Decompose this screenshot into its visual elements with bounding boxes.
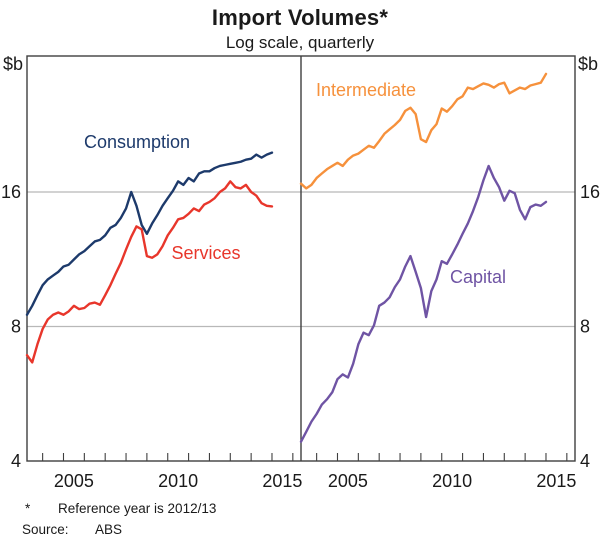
- y-tick-label-right-4: 4: [580, 451, 590, 471]
- y-tick-label-right-16: 16: [580, 182, 600, 202]
- series-line-capital: [299, 164, 548, 443]
- series-line-consumption: [25, 151, 274, 316]
- series-line-intermediate: [299, 72, 548, 190]
- series-label-services: Services: [171, 243, 240, 263]
- x-tick-label-2015: 2015: [536, 471, 576, 491]
- footnote-text: Reference year is 2012/13: [58, 501, 217, 516]
- y-tick-label-left-8: 8: [11, 317, 21, 337]
- series-label-consumption: Consumption: [84, 132, 190, 152]
- chart-subtitle: Log scale, quarterly: [225, 33, 375, 52]
- source-text: ABS: [95, 522, 123, 537]
- series-line-services: [25, 180, 274, 364]
- y-axis-unit-right: $b: [578, 54, 599, 74]
- x-tick-label-2010: 2010: [158, 471, 198, 491]
- chart-title: Import Volumes*: [211, 5, 389, 30]
- x-tick-label-2005: 2005: [328, 471, 368, 491]
- source-label: Source:: [22, 522, 69, 537]
- y-tick-label-right-8: 8: [580, 317, 590, 337]
- y-tick-label-left-4: 4: [11, 451, 21, 471]
- x-tick-label-2015: 2015: [262, 471, 302, 491]
- y-tick-label-left-16: 16: [1, 182, 21, 202]
- x-tick-label-2005: 2005: [54, 471, 94, 491]
- footnote-marker: *: [25, 501, 31, 516]
- x-tick-label-2010: 2010: [432, 471, 472, 491]
- y-axis-unit-left: $b: [3, 54, 24, 74]
- series-label-capital: Capital: [450, 267, 506, 287]
- series-label-intermediate: Intermediate: [316, 80, 416, 100]
